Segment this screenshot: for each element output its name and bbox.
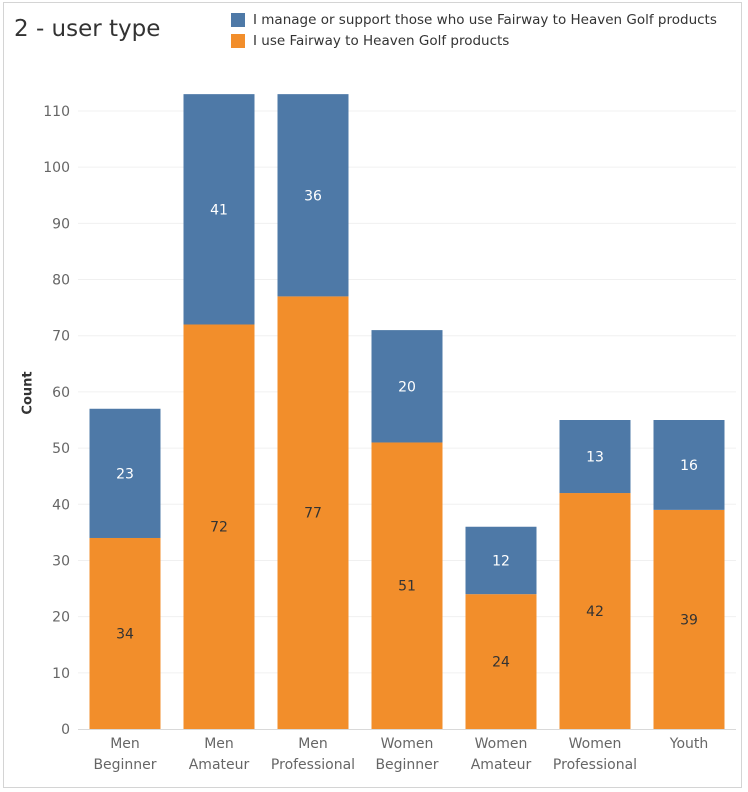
data-label-manage-3: 20 xyxy=(398,379,416,395)
y-tick-label-0: 0 xyxy=(61,722,70,738)
data-label-manage-5: 13 xyxy=(586,450,604,466)
y-tick-label-100: 100 xyxy=(43,160,70,176)
bar-segment-manage-1 xyxy=(183,94,255,325)
legend-item-manage[interactable]: I manage or support those who use Fairwa… xyxy=(231,9,717,30)
data-label-manage-6: 16 xyxy=(680,458,698,474)
data-label-use-0: 34 xyxy=(116,626,134,642)
legend-item-use[interactable]: I use Fairway to Heaven Golf products xyxy=(231,30,717,51)
x-tick-label-3: Women Beginner xyxy=(375,736,439,773)
y-tick-label-50: 50 xyxy=(52,441,70,457)
bar-segment-use-0 xyxy=(89,537,161,729)
data-label-manage-1: 41 xyxy=(210,202,228,218)
bar-segment-manage-4 xyxy=(465,526,537,595)
data-label-use-5: 42 xyxy=(586,604,604,620)
y-tick-label-70: 70 xyxy=(52,329,70,345)
x-tick-label-0: Men Beginner xyxy=(93,736,157,773)
x-tick-label-6: Youth xyxy=(669,736,709,752)
data-label-manage-4: 12 xyxy=(492,553,510,569)
data-label-manage-0: 23 xyxy=(116,466,134,482)
legend-swatch-manage xyxy=(231,12,245,27)
x-tick-label-1: Men Amateur xyxy=(188,736,250,773)
y-tick-label-40: 40 xyxy=(52,497,70,513)
bar-segment-manage-2 xyxy=(277,94,349,297)
y-tick-label-90: 90 xyxy=(52,216,70,232)
chart-title: 2 - user type xyxy=(14,16,161,42)
bar-segment-use-2 xyxy=(277,296,349,729)
bar-segment-manage-5 xyxy=(559,420,631,494)
data-label-use-2: 77 xyxy=(304,506,322,522)
legend-swatch-use xyxy=(231,33,245,48)
legend-label-manage: I manage or support those who use Fairwa… xyxy=(253,11,717,28)
y-tick-label-20: 20 xyxy=(52,610,70,626)
x-tick-label-4: Women Amateur xyxy=(470,736,532,773)
legend: I manage or support those who use Fairwa… xyxy=(231,9,717,51)
x-tick-label-2: Men Professional xyxy=(270,736,356,773)
bar-segment-use-4 xyxy=(465,594,537,729)
bar-segment-use-6 xyxy=(653,509,725,729)
data-label-use-6: 39 xyxy=(680,612,698,628)
bar-segment-manage-0 xyxy=(89,408,161,538)
y-tick-label-110: 110 xyxy=(43,104,70,120)
data-label-use-3: 51 xyxy=(398,579,416,595)
x-tick-label-5: Women Professional xyxy=(552,736,638,773)
bar-segment-manage-3 xyxy=(371,330,443,443)
data-label-use-4: 24 xyxy=(492,655,510,671)
bar-segment-use-1 xyxy=(183,324,255,729)
y-tick-label-60: 60 xyxy=(52,385,70,401)
bar-segment-use-5 xyxy=(559,493,631,729)
data-label-use-1: 72 xyxy=(210,520,228,536)
bar-segment-use-3 xyxy=(371,442,443,729)
y-tick-label-30: 30 xyxy=(52,553,70,569)
bar-segment-manage-6 xyxy=(653,420,725,510)
y-tick-label-80: 80 xyxy=(52,273,70,289)
data-label-manage-2: 36 xyxy=(304,188,322,204)
legend-label-use: I use Fairway to Heaven Golf products xyxy=(253,32,510,49)
y-tick-label-10: 10 xyxy=(52,666,70,682)
